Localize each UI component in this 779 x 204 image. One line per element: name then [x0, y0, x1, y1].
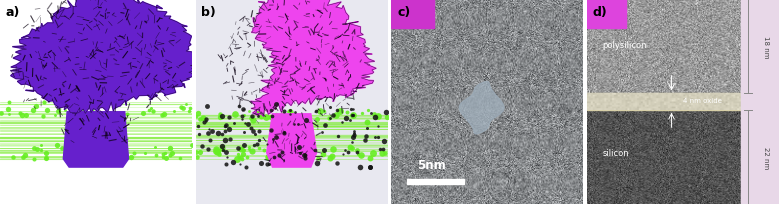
Text: c): c) [397, 6, 411, 19]
Bar [587, 0, 626, 29]
Text: a): a) [5, 6, 20, 19]
Polygon shape [266, 114, 316, 167]
Text: 18 nm: 18 nm [763, 36, 769, 58]
Polygon shape [251, 0, 376, 117]
Bar [741, 0, 779, 204]
Text: 22 nm: 22 nm [763, 146, 769, 168]
Text: silicon: silicon [602, 149, 629, 157]
Bar [407, 179, 464, 184]
Text: d): d) [593, 6, 608, 19]
Text: polysilicon: polysilicon [602, 40, 647, 49]
Polygon shape [63, 112, 129, 167]
Polygon shape [460, 82, 504, 134]
Polygon shape [10, 0, 202, 116]
Text: b): b) [202, 6, 217, 19]
Polygon shape [460, 82, 504, 134]
Bar [391, 0, 434, 29]
Text: 5nm: 5nm [418, 159, 446, 171]
Text: 4 nm oxide: 4 nm oxide [683, 98, 722, 104]
Bar [587, 94, 741, 110]
